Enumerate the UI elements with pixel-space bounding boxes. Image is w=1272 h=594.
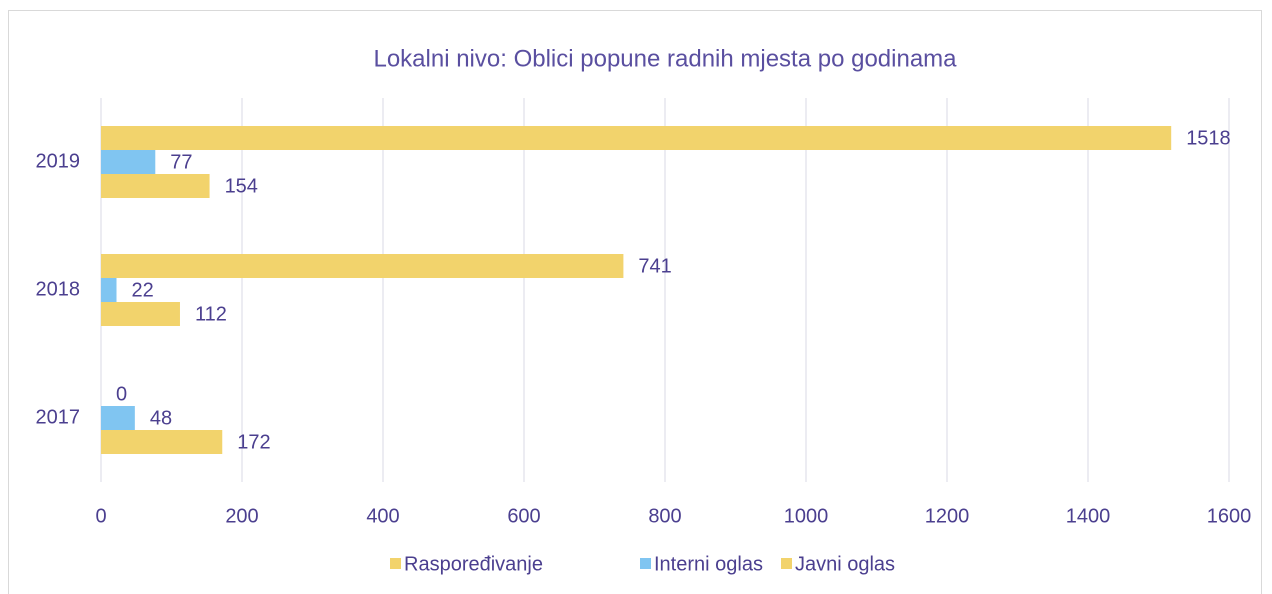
- data-label: 154: [225, 175, 258, 197]
- y-tick-label: 2019: [36, 150, 81, 172]
- x-tick-label: 600: [507, 505, 540, 527]
- chart-title: Lokalni nivo: Oblici popune radnih mjest…: [373, 45, 957, 72]
- data-label: 77: [170, 151, 192, 173]
- legend-label: Interni oglas: [654, 553, 763, 575]
- x-tick-label: 800: [648, 505, 681, 527]
- x-tick-label: 1000: [784, 505, 829, 527]
- bar: [101, 430, 223, 454]
- data-label: 172: [237, 431, 270, 453]
- x-tick-label: 1200: [925, 505, 970, 527]
- x-tick-label: 400: [366, 505, 399, 527]
- legend-swatch: [781, 558, 792, 569]
- bar: [101, 278, 117, 302]
- legend-label: Javni oglas: [795, 553, 895, 575]
- bar: [101, 174, 210, 198]
- data-label: 1518: [1186, 127, 1231, 149]
- legend-swatch: [390, 558, 401, 569]
- data-label: 0: [116, 383, 127, 405]
- data-label: 741: [638, 255, 671, 277]
- data-label: 22: [132, 279, 154, 301]
- y-tick-label: 2017: [36, 406, 81, 428]
- bar: [101, 150, 156, 174]
- y-tick-label: 2018: [36, 278, 81, 300]
- x-tick-label: 0: [95, 505, 106, 527]
- bar: [101, 126, 1172, 150]
- legend-swatch: [640, 558, 651, 569]
- legend-label: Raspoređivanje: [404, 553, 543, 575]
- x-tick-label: 200: [225, 505, 258, 527]
- x-tick-label: 1600: [1207, 505, 1252, 527]
- bar: [101, 302, 180, 326]
- x-tick-label: 1400: [1066, 505, 1111, 527]
- chart-border: [8, 10, 1262, 594]
- data-label: 112: [195, 303, 227, 325]
- bar: [101, 254, 624, 278]
- bar: [101, 406, 135, 430]
- data-label: 48: [150, 407, 172, 429]
